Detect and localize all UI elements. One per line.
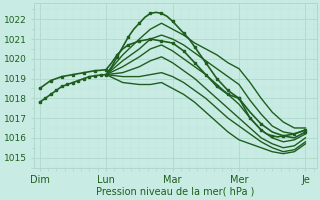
X-axis label: Pression niveau de la mer( hPa ): Pression niveau de la mer( hPa ) xyxy=(96,187,254,197)
